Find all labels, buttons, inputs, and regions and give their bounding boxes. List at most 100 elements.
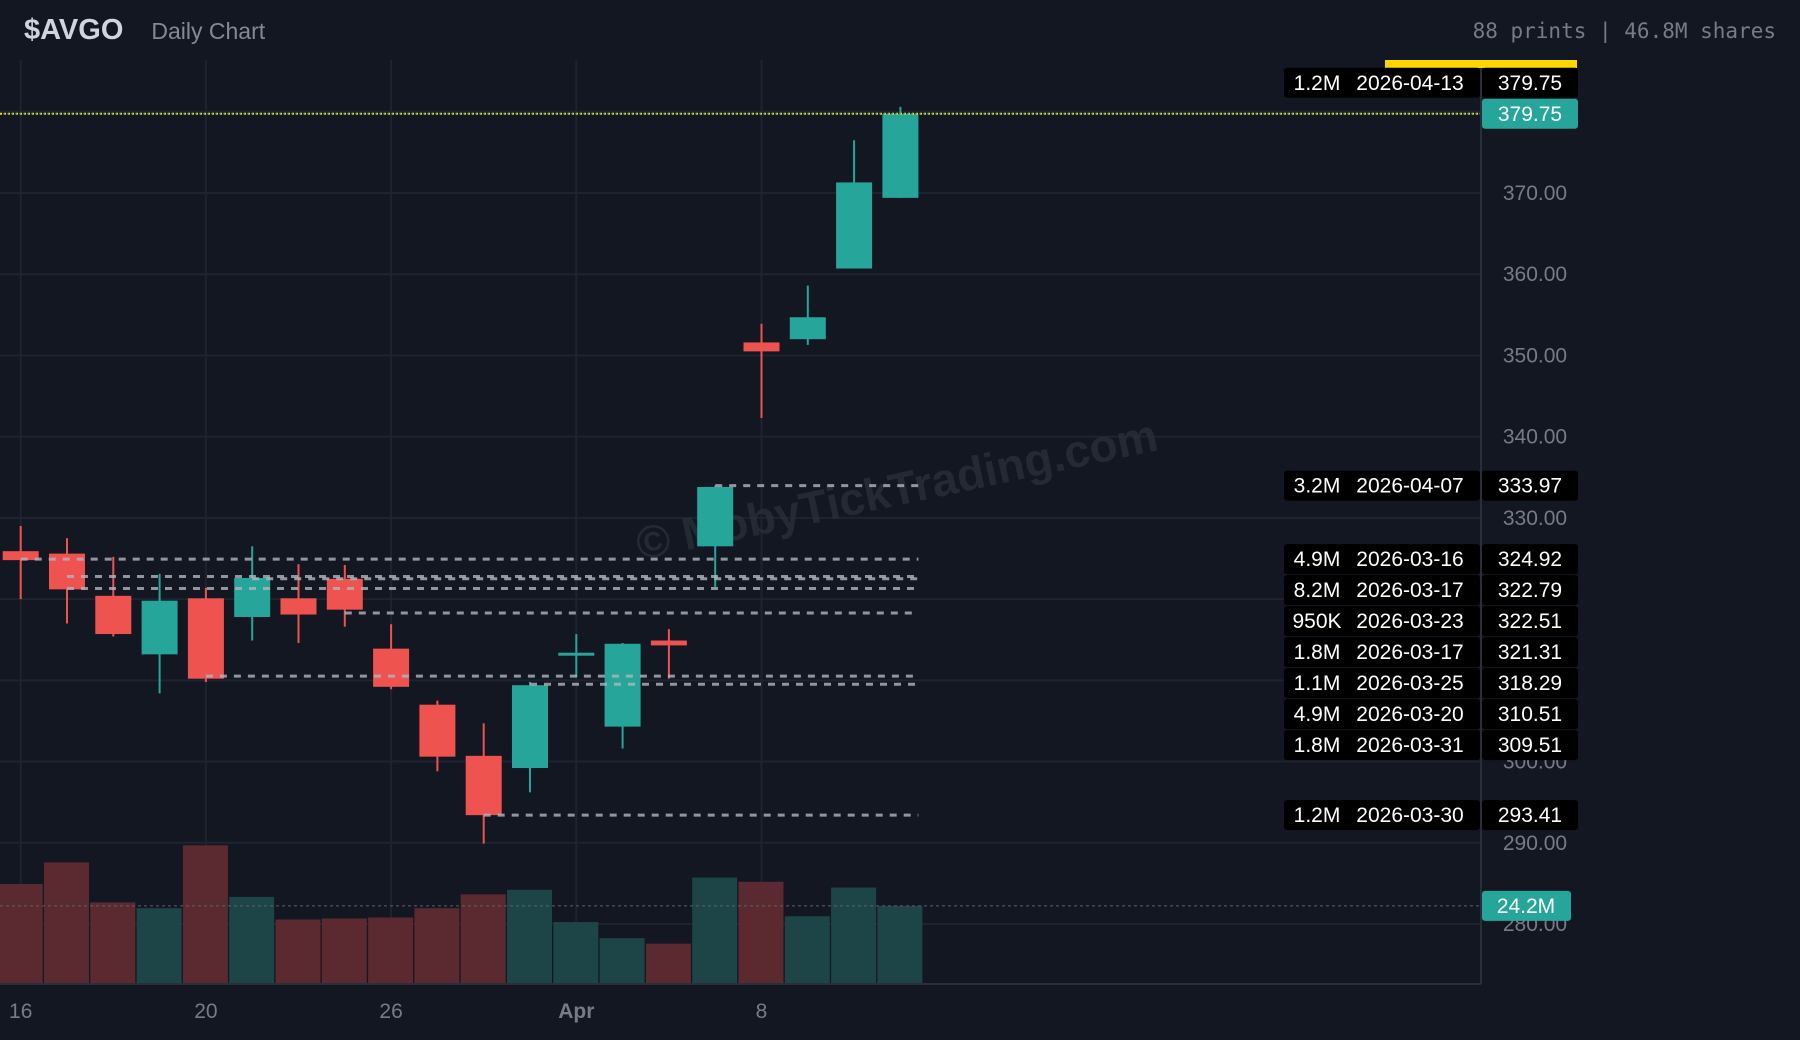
candle-up bbox=[141, 600, 178, 655]
print-size: 8.2M bbox=[1294, 579, 1341, 602]
volume-bar bbox=[877, 905, 923, 984]
print-date: 2026-04-07 bbox=[1356, 475, 1463, 498]
print-price-box bbox=[1482, 668, 1578, 699]
volume-bar bbox=[460, 894, 506, 984]
print-price: 324.92 bbox=[1498, 548, 1562, 571]
print-date: 2026-03-23 bbox=[1356, 610, 1463, 633]
print-price-box bbox=[1482, 699, 1578, 730]
date-tick-label: 20 bbox=[194, 1000, 217, 1023]
prints-summary: 88 prints | 46.8M shares bbox=[1472, 19, 1776, 43]
price-tick-label: 340.00 bbox=[1503, 426, 1567, 449]
print-price-box bbox=[1482, 637, 1578, 668]
candle-down bbox=[373, 648, 410, 687]
last-volume-value: 24.2M bbox=[1497, 895, 1555, 918]
print-date: 2026-03-17 bbox=[1356, 641, 1463, 664]
print-date: 2026-03-31 bbox=[1356, 734, 1463, 757]
print-size: 950K bbox=[1292, 610, 1341, 633]
volume-bar bbox=[784, 916, 830, 984]
candle-up bbox=[789, 317, 826, 340]
candle-down bbox=[419, 704, 456, 757]
print-price: 322.51 bbox=[1498, 610, 1562, 633]
print-size: 1.2M bbox=[1294, 72, 1341, 95]
chart-header: $AVGO Daily Chart bbox=[24, 14, 265, 47]
candle-down bbox=[280, 598, 317, 615]
print-price: 310.51 bbox=[1498, 703, 1562, 726]
print-price-box bbox=[1482, 606, 1578, 637]
last-price-value: 379.75 bbox=[1498, 103, 1562, 126]
volume-bar bbox=[507, 889, 552, 984]
candle-down bbox=[187, 598, 224, 679]
print-label-box bbox=[1284, 67, 1480, 98]
date-tick-label: 26 bbox=[379, 1000, 402, 1023]
price-tick-label: 350.00 bbox=[1503, 344, 1567, 367]
print-price: 293.41 bbox=[1498, 804, 1562, 827]
print-price-box bbox=[1482, 67, 1578, 98]
candle-up bbox=[697, 487, 734, 547]
candle-up bbox=[836, 182, 873, 269]
volume-bar bbox=[692, 877, 738, 984]
date-tick-label: 16 bbox=[9, 1000, 32, 1023]
chart-subtitle: Daily Chart bbox=[151, 18, 266, 44]
print-date: 2026-03-17 bbox=[1356, 579, 1463, 602]
print-size: 1.8M bbox=[1294, 641, 1341, 664]
print-size: 4.9M bbox=[1294, 703, 1341, 726]
volume-bar bbox=[0, 883, 43, 984]
print-price-box bbox=[1482, 800, 1578, 831]
ticker-symbol: $AVGO bbox=[24, 14, 124, 46]
volume-bar bbox=[275, 919, 321, 984]
print-price: 318.29 bbox=[1498, 672, 1562, 695]
print-price-box bbox=[1482, 575, 1578, 606]
volume-bar bbox=[738, 881, 784, 984]
candle-up bbox=[604, 643, 641, 727]
candle-down bbox=[326, 578, 363, 610]
volume-bar bbox=[831, 887, 877, 984]
volume-bar bbox=[368, 917, 414, 984]
print-price: 379.75 bbox=[1498, 72, 1562, 95]
price-tick-label: 330.00 bbox=[1503, 507, 1567, 530]
volume-bar bbox=[182, 845, 228, 984]
print-price: 309.51 bbox=[1498, 734, 1562, 757]
volume-bar bbox=[44, 862, 89, 984]
print-date: 2026-03-16 bbox=[1356, 548, 1463, 571]
print-label-box bbox=[1284, 730, 1480, 761]
print-label-box bbox=[1284, 544, 1480, 575]
print-price: 321.31 bbox=[1498, 641, 1562, 664]
volume-bar bbox=[136, 908, 182, 984]
price-tick-label: 370.00 bbox=[1503, 182, 1567, 205]
candle-down bbox=[650, 640, 687, 646]
candle-up bbox=[234, 577, 271, 617]
volume-bar bbox=[321, 918, 367, 984]
volume-bar bbox=[553, 922, 599, 984]
candle-down bbox=[743, 342, 780, 352]
offscreen-print-marker bbox=[1385, 60, 1577, 68]
print-price: 322.79 bbox=[1498, 579, 1562, 602]
print-size: 1.1M bbox=[1294, 672, 1341, 695]
volume-bar bbox=[90, 902, 136, 984]
last-price-tag bbox=[1482, 98, 1578, 129]
volume-bar bbox=[645, 943, 691, 984]
candle-up bbox=[512, 685, 548, 769]
print-date: 2026-03-30 bbox=[1356, 804, 1463, 827]
print-date: 2026-03-25 bbox=[1356, 672, 1463, 695]
print-price-box bbox=[1482, 470, 1578, 501]
volume-bar bbox=[414, 908, 460, 984]
price-tick-label: 290.00 bbox=[1503, 832, 1567, 855]
candle-down bbox=[2, 551, 39, 561]
print-label-box bbox=[1284, 637, 1480, 668]
candle-down bbox=[95, 595, 132, 635]
date-tick-label: Apr bbox=[558, 1000, 594, 1023]
print-size: 1.8M bbox=[1294, 734, 1341, 757]
last-volume-tag bbox=[1482, 890, 1571, 921]
print-size: 1.2M bbox=[1294, 804, 1341, 827]
print-size: 4.9M bbox=[1294, 548, 1341, 571]
price-tick-label: 360.00 bbox=[1503, 263, 1567, 286]
print-date: 2026-04-13 bbox=[1356, 72, 1463, 95]
volume-bar bbox=[229, 896, 275, 984]
print-size: 3.2M bbox=[1294, 475, 1341, 498]
print-label-box bbox=[1284, 699, 1480, 730]
print-label-box bbox=[1284, 606, 1480, 637]
print-label-box bbox=[1284, 575, 1480, 606]
candle-down bbox=[465, 755, 502, 816]
print-price-box bbox=[1482, 730, 1578, 761]
